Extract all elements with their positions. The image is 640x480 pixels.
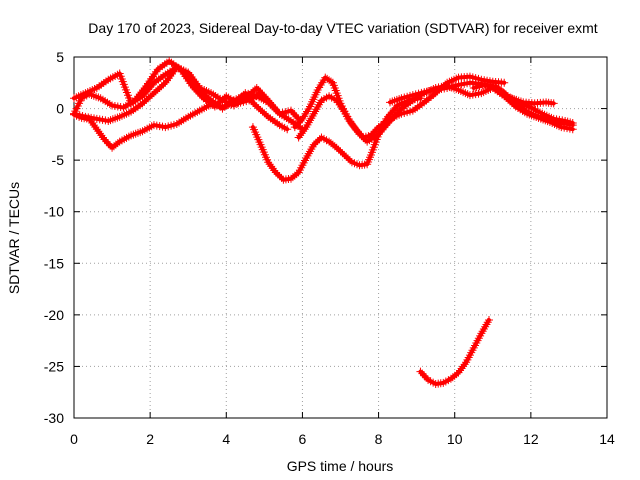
y-axis-title: SDTVAR / TECUs: [6, 182, 22, 294]
x-tick-label: 6: [299, 431, 307, 447]
series-sat-j: [507, 94, 558, 108]
axis-ticks: 0 2 4 6 8 10 12 14 5 0 -5 -10 -15 -20 -25 -30: [44, 49, 615, 447]
x-tick-label: 0: [70, 431, 78, 447]
plot-frame: [73, 56, 608, 419]
y-tick-label: -25: [44, 358, 64, 374]
series-plus-markers: [416, 316, 493, 388]
series-layer: [70, 57, 577, 388]
series-sat-d: [70, 89, 307, 152]
y-tick-label: 5: [56, 49, 64, 65]
y-tick-label: -10: [44, 204, 64, 220]
x-tick-label: 14: [599, 431, 615, 447]
chart-title: Day 170 of 2023, Sidereal Day-to-day VTE…: [88, 20, 597, 36]
series-plus-markers: [70, 89, 307, 152]
y-tick-label: -5: [52, 152, 65, 168]
x-tick-label: 12: [523, 431, 539, 447]
x-axis-title: GPS time / hours: [287, 458, 394, 474]
y-tick-label: -30: [44, 410, 64, 426]
x-tick-label: 10: [447, 431, 463, 447]
y-tick-label: -15: [44, 255, 64, 271]
series-sat-k: [416, 316, 493, 388]
x-tick-label: 8: [375, 431, 383, 447]
x-tick-label: 4: [222, 431, 230, 447]
series-plus-markers: [507, 94, 558, 108]
x-tick-label: 2: [146, 431, 154, 447]
y-tick-label: -20: [44, 307, 64, 323]
y-tick-label: 0: [56, 101, 64, 117]
